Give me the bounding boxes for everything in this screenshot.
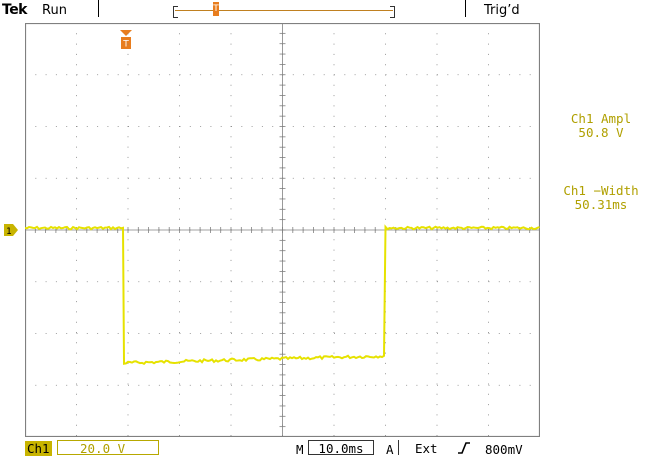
waveform-display[interactable] [25, 23, 540, 437]
timebase-label: M [296, 442, 304, 457]
trigger-position-icon[interactable]: T [120, 30, 132, 50]
rising-edge-icon[interactable] [457, 441, 471, 455]
trigger-status: Trig’d [484, 3, 520, 18]
divider [98, 0, 99, 17]
record-trigger-marker-icon: T [213, 2, 219, 16]
channel-badge[interactable]: Ch1 [25, 441, 52, 456]
measurement-ampl-value: 50.8 V [578, 125, 624, 140]
measurement-width: Ch1 −Width 50.31ms [548, 184, 654, 212]
record-position-bar[interactable] [173, 6, 395, 18]
acquisition-status: Run [42, 3, 67, 18]
divider [465, 0, 466, 17]
ch1-waveform [25, 224, 540, 365]
ch1-marker-label: 1 [6, 227, 12, 236]
ch1-ground-marker-icon[interactable]: 1 [4, 224, 18, 236]
graticule [25, 23, 540, 437]
volts-per-div-readout[interactable]: 20.0 V [57, 440, 159, 456]
graticule-grid [25, 23, 540, 437]
measurement-ampl-label: Ch1 Ampl [570, 111, 632, 126]
measurement-width-label: Ch1 −Width [563, 183, 639, 198]
trigger-source-readout[interactable]: Ext [398, 440, 450, 456]
measurement-ampl: Ch1 Ampl 50.8 V [548, 112, 654, 140]
timebase-readout[interactable]: 10.0ms [308, 440, 374, 456]
trigger-marker-label: T [122, 40, 129, 50]
trigger-mode-label: A [386, 442, 394, 457]
trigger-level-readout[interactable]: 800mV [485, 442, 523, 457]
brand-logo: Tek [2, 2, 28, 18]
measurement-width-value: 50.31ms [574, 197, 628, 212]
